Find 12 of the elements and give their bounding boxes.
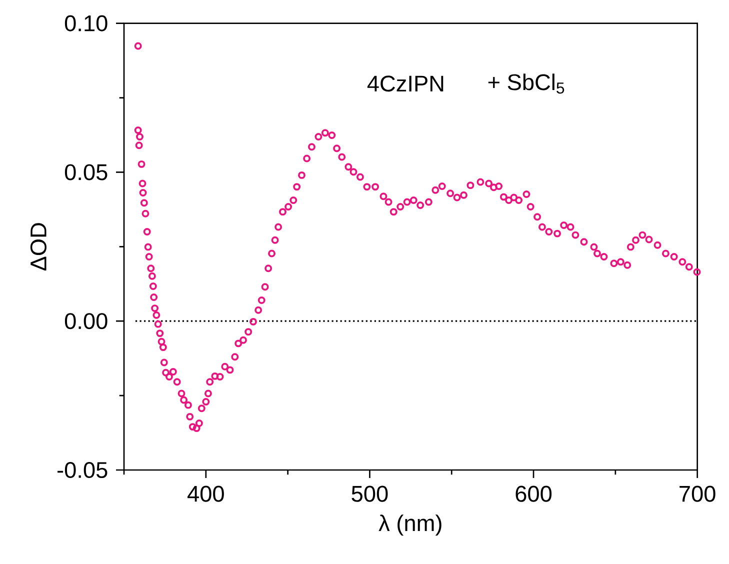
y-tick-label: 0.05 (64, 164, 108, 180)
annotation: + SbCl$_{5}$ (488, 74, 564, 94)
annotation: 4CzIPN (367, 76, 444, 92)
x-tick-label: 700 (680, 486, 716, 502)
x-tick-label: 500 (352, 486, 388, 502)
x-tick-label: 600 (516, 486, 552, 502)
y-axis-title: ΔOD (30, 223, 46, 271)
x-axis-title: λ (nm) (378, 514, 442, 536)
x-tick-label: 400 (188, 486, 224, 502)
y-tick-label: 0.00 (64, 313, 108, 330)
y-tick-label: -0.05 (58, 462, 108, 478)
y-tick-label: 0.10 (64, 15, 108, 32)
